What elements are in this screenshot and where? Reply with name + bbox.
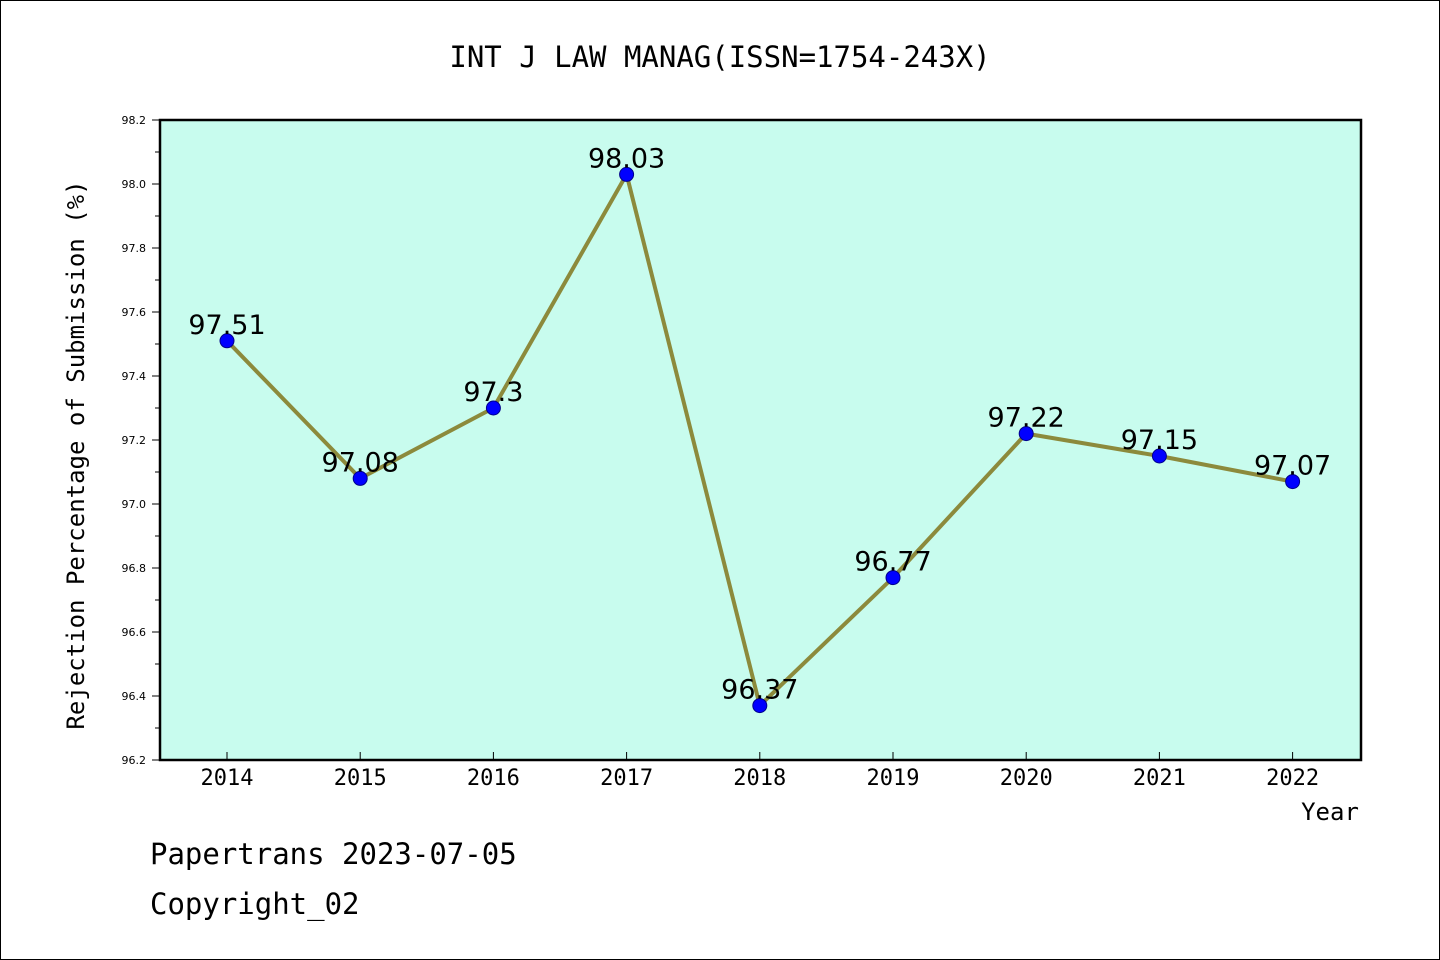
x-tick-label: 2019 [867,766,920,791]
plot-area [158,118,1363,762]
data-label: 97.15 [1121,425,1198,456]
data-point [885,570,901,586]
x-tick-label: 2018 [733,766,786,791]
y-axis: 96.2 96.4 96.6 96.8 97.0 97.2 97.4 97.6 97.8 98.0… [122,114,160,767]
y-tick-label: 97.8 [122,242,147,255]
data-point [1151,448,1167,464]
data-label: 96.77 [854,547,931,578]
y-tick-label: 97.0 [122,498,147,511]
x-tick-label: 2016 [467,766,520,791]
data-point [219,333,235,349]
series-line [219,166,1301,714]
y-tick-label: 97.4 [122,370,147,383]
data-label: 96.37 [721,675,798,706]
x-tick-label: 2022 [1266,766,1319,791]
data-label: 97.22 [988,403,1065,434]
x-axis: 2014 2015 2016 2017 2018 2019 2020 2021 2022 [201,752,1319,791]
data-label: 97.51 [188,310,265,341]
data-label: 98.03 [588,143,665,174]
chart-title: INT J LAW MANAG(ISSN=1754-243X) [449,40,990,74]
data-label: 97.08 [322,447,399,478]
footer-copyright: Copyright_02 [150,887,360,922]
data-point [1018,426,1034,442]
footer-date: Papertrans 2023-07-05 [150,837,517,871]
data-label: 97.07 [1254,451,1331,482]
data-point [619,166,635,182]
data-point [752,698,768,714]
y-axis-label: Rejection Percentage of Submission (%) [62,180,90,729]
y-tick-label: 96.8 [122,562,147,575]
data-labels: 97.51 97.08 97.3 98.03 96.37 96.77 97.22 97.15 9… [188,143,1331,705]
y-tick-label: 98.0 [122,178,147,191]
data-point [352,470,368,486]
y-tick-label: 97.2 [122,434,147,447]
x-tick-label: 2014 [201,766,254,791]
data-point [1285,474,1301,490]
x-axis-label: Year [1301,798,1359,826]
y-tick-label: 96.2 [122,754,147,767]
y-tick-label: 96.4 [122,690,147,703]
x-tick-label: 2020 [1000,766,1053,791]
y-tick-label: 98.2 [122,114,147,127]
data-point [485,400,501,416]
x-tick-label: 2017 [600,766,653,791]
x-tick-label: 2015 [334,766,387,791]
x-tick-label: 2021 [1133,766,1186,791]
y-tick-label: 96.6 [122,626,147,639]
y-tick-label: 97.6 [122,306,147,319]
data-label: 97.3 [463,377,523,408]
